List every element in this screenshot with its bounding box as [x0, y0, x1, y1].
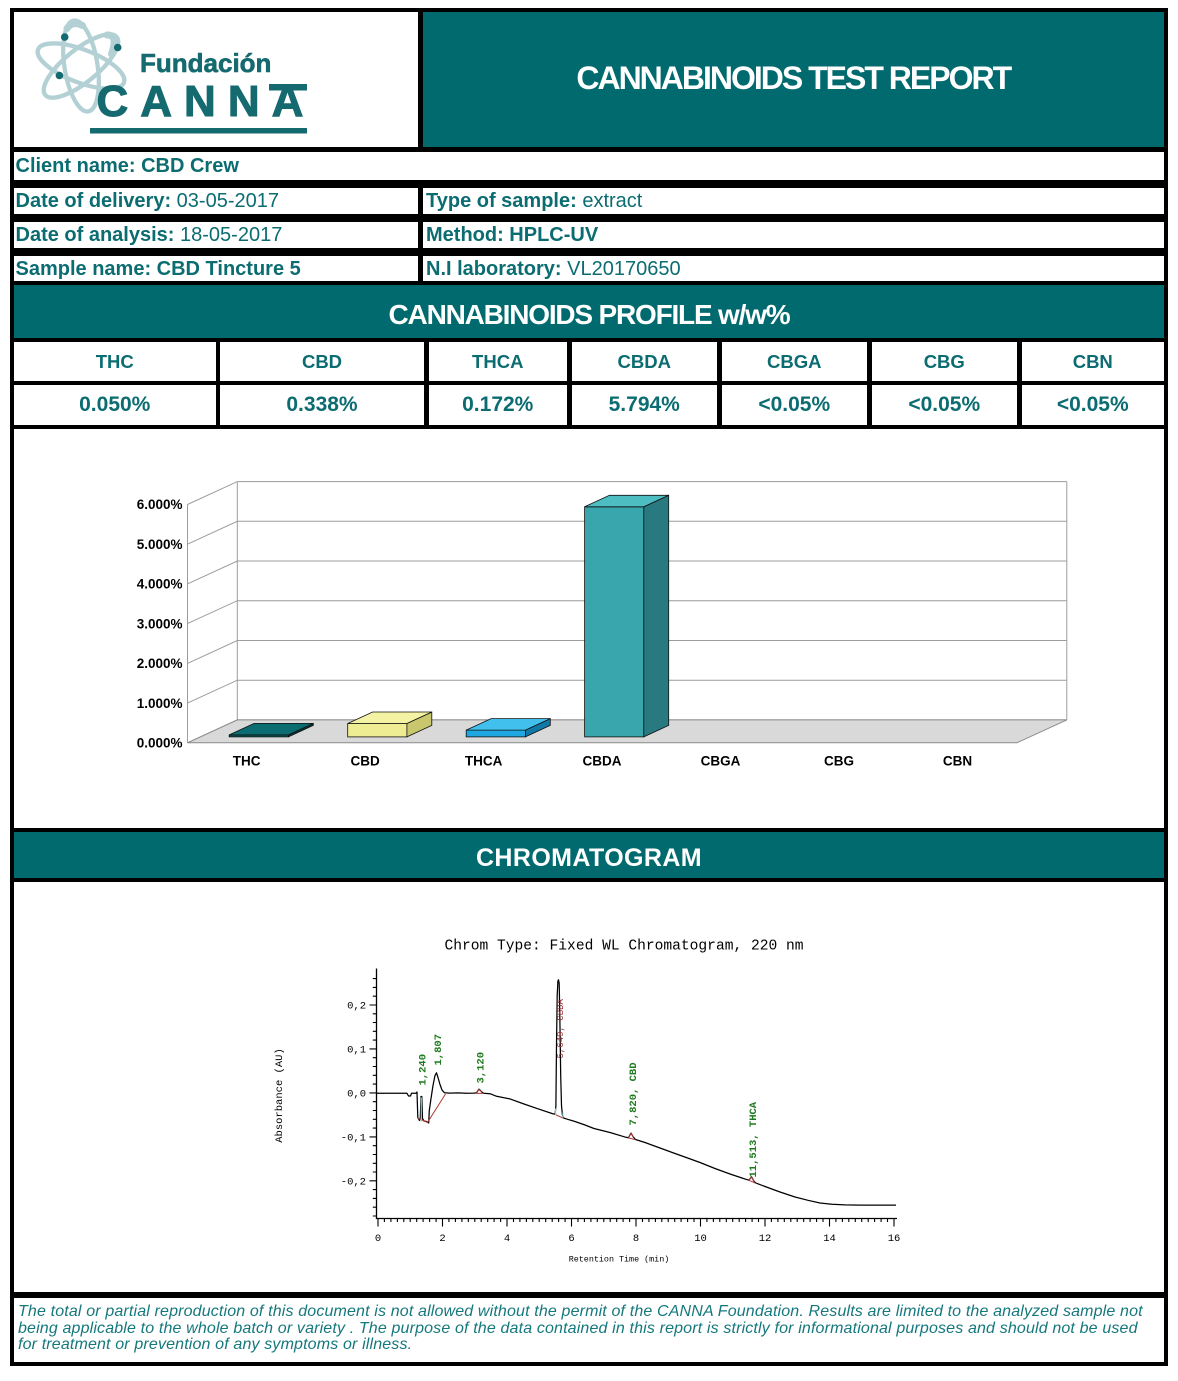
svg-text:0: 0 [375, 1233, 381, 1245]
svg-text:Absorbance (AU): Absorbance (AU) [274, 1048, 286, 1143]
svg-text:6.000%: 6.000% [137, 497, 183, 512]
svg-text:-0,1: -0,1 [341, 1132, 366, 1144]
svg-text:12: 12 [759, 1233, 772, 1245]
svg-text:THC: THC [233, 753, 261, 768]
svg-text:0,0: 0,0 [347, 1088, 366, 1100]
svg-text:0,1: 0,1 [347, 1044, 366, 1056]
svg-text:6: 6 [568, 1233, 574, 1245]
svg-text:1.000%: 1.000% [137, 695, 183, 710]
svg-text:7,820, CBD: 7,820, CBD [628, 1062, 640, 1125]
svg-text:Chrom Type: Fixed WL Chromatog: Chrom Type: Fixed WL Chromatogram, 220 n… [444, 938, 803, 954]
svg-text:CBGA: CBGA [701, 753, 741, 768]
svg-text:CBG: CBG [824, 753, 854, 768]
svg-text:0,2: 0,2 [347, 1000, 366, 1012]
svg-text:4: 4 [504, 1233, 510, 1245]
svg-text:14: 14 [823, 1233, 836, 1245]
svg-text:-0,2: -0,2 [341, 1176, 366, 1188]
svg-text:2: 2 [439, 1233, 445, 1245]
svg-text:4.000%: 4.000% [137, 576, 183, 591]
svg-text:11,513, THCA: 11,513, THCA [748, 1101, 760, 1177]
svg-text:CANNA: CANNA [97, 77, 316, 126]
svg-text:CBD: CBD [350, 753, 379, 768]
svg-text:1,807: 1,807 [433, 1033, 445, 1065]
svg-text:Retention Time (min): Retention Time (min) [569, 1254, 670, 1264]
svg-text:5.000%: 5.000% [137, 536, 183, 551]
svg-text:3,120: 3,120 [476, 1051, 488, 1083]
svg-text:CBDA: CBDA [583, 753, 622, 768]
svg-text:THCA: THCA [465, 753, 503, 768]
svg-text:5,649, CBDA: 5,649, CBDA [556, 998, 566, 1058]
svg-text:2.000%: 2.000% [137, 656, 183, 671]
svg-text:CBN: CBN [943, 753, 972, 768]
svg-text:Fundación: Fundación [140, 48, 271, 78]
svg-text:0.000%: 0.000% [137, 735, 183, 750]
svg-text:10: 10 [694, 1233, 707, 1245]
svg-text:3.000%: 3.000% [137, 616, 183, 631]
svg-text:1,240: 1,240 [418, 1053, 430, 1085]
svg-text:16: 16 [888, 1233, 901, 1245]
svg-text:8: 8 [633, 1233, 639, 1245]
